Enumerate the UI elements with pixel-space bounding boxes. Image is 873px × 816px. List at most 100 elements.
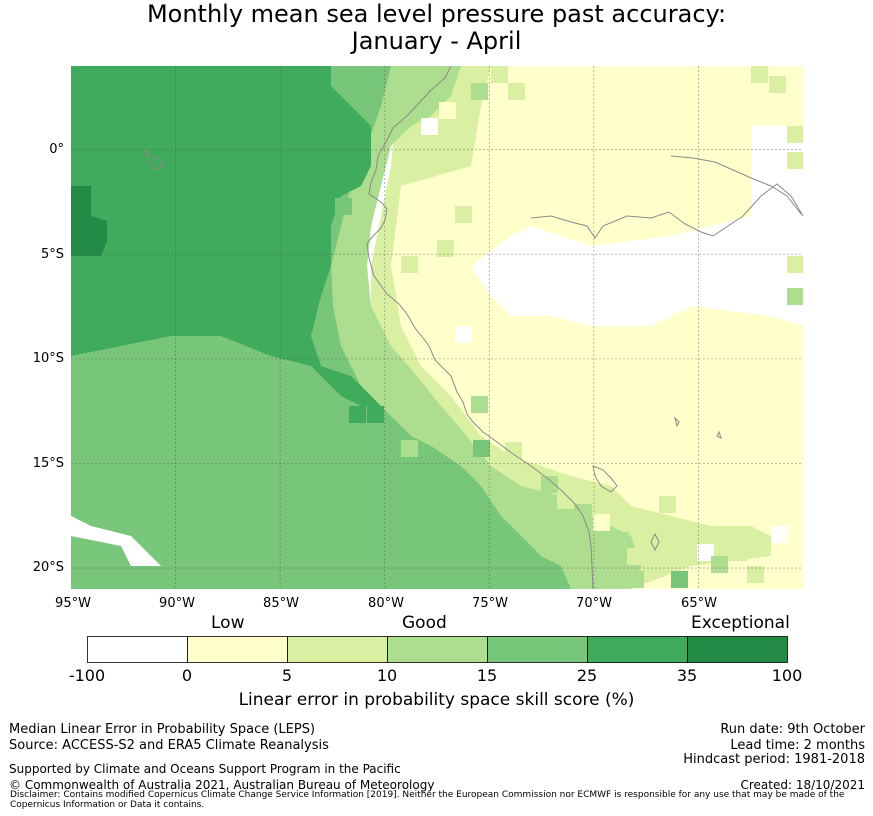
footer-method: Median Linear Error in Probability Space… (9, 722, 316, 737)
tick-label-10: 10 (376, 666, 398, 685)
skill-cell (769, 76, 786, 93)
lon-label-90w: 90°W (159, 596, 195, 611)
skill-cell (627, 571, 644, 588)
skill-cell (367, 436, 384, 453)
created-date: Created: 18/10/2021 (740, 778, 865, 792)
skill-cell (421, 188, 438, 205)
skill-cell (787, 256, 803, 273)
category-low: Low (211, 613, 245, 633)
amazon-river (530, 183, 803, 239)
lon-label-80w: 80°W (368, 596, 404, 611)
colorbar (87, 636, 788, 663)
lat-label-10s: 10°S (32, 351, 64, 366)
skill-cell (401, 440, 418, 457)
skill-cell (787, 152, 803, 169)
colorbar-segment (287, 636, 388, 663)
small-lakes (650, 416, 722, 552)
skill-zones (71, 66, 803, 589)
skill-cell (611, 532, 628, 549)
lat-label-20s: 20°S (32, 560, 64, 575)
skill-cell (335, 198, 352, 215)
colorbar-segment (587, 636, 688, 663)
tick-label-15: 15 (476, 666, 498, 685)
skill-cell (593, 514, 610, 531)
skill-cell (627, 548, 644, 565)
skill-cell (751, 66, 768, 83)
chart-title-line2: January - April (351, 27, 522, 55)
skill-cell (439, 102, 456, 119)
skill-cell (575, 504, 592, 521)
skill-speckles (335, 66, 803, 588)
colorbar-segment (187, 636, 288, 663)
skill-cell (367, 406, 384, 423)
skill-cell (747, 566, 764, 583)
colorbar-segment (387, 636, 488, 663)
colorbar-label: Linear error in probability space skill … (238, 690, 635, 710)
tick-label-5: 5 (281, 666, 293, 685)
tick-label-35: 35 (676, 666, 698, 685)
skill-cell (491, 66, 508, 83)
skill-cell (771, 526, 788, 543)
lat-label-15s: 15°S (32, 456, 64, 471)
tick-label-100: 100 (771, 666, 803, 685)
category-exceptional: Exceptional (691, 613, 790, 633)
skill-cell (541, 476, 558, 493)
chart-title-line1: Monthly mean sea level pressure past acc… (146, 0, 727, 28)
skill-cell (421, 154, 438, 171)
lon-label-70w: 70°W (576, 596, 612, 611)
skill-cell (697, 544, 714, 561)
lon-label-65w: 65°W (681, 596, 717, 611)
skill-cell (471, 83, 488, 100)
galapagos (143, 148, 164, 171)
category-good: Good (402, 613, 447, 633)
south-america-coastline (366, 66, 594, 589)
tick-label-0: 0 (181, 666, 193, 685)
skill-cell (659, 496, 676, 513)
skill-cell (505, 442, 522, 459)
upper-river (670, 155, 802, 215)
tick-label-25: 25 (576, 666, 598, 685)
footer-support: Supported by Climate and Oceans Support … (9, 762, 401, 776)
skill-cell (471, 396, 488, 413)
skill-cell (787, 126, 803, 143)
skill-cell (349, 406, 366, 423)
skill-cell (731, 544, 748, 561)
zone-very-good (71, 66, 381, 406)
tick-label-neg100: -100 (68, 666, 106, 685)
colorbar-segment (687, 636, 788, 663)
skill-cell (401, 256, 418, 273)
skill-cell (557, 492, 574, 509)
footer-source: Source: ACCESS-S2 and ERA5 Climate Reana… (9, 738, 329, 753)
skill-cell (421, 118, 438, 135)
skill-cell (437, 240, 454, 257)
lead-time: Lead time: 2 months (730, 738, 865, 753)
lat-label-0: 0° (49, 142, 64, 157)
colorbar-segment (87, 636, 188, 663)
colorbar-segment (487, 636, 588, 663)
disclaimer: Disclaimer: Contains modified Copernicus… (10, 790, 845, 810)
skill-cell (455, 206, 472, 223)
map-gridlines (71, 66, 803, 589)
zone-exceptional (71, 186, 107, 256)
zone-low (371, 66, 803, 589)
hindcast-period: Hindcast period: 1981-2018 (683, 752, 865, 767)
footer-copyright: © Commonwealth of Australia 2021, Austra… (9, 778, 435, 792)
lon-label-75w: 75°W (472, 596, 508, 611)
skill-cell (671, 571, 688, 588)
skill-cell (559, 406, 576, 423)
skill-cell (508, 83, 525, 100)
lon-label-85w: 85°W (263, 596, 299, 611)
skill-cell (711, 556, 728, 573)
skill-cell (681, 526, 698, 543)
lake-titicaca (592, 465, 618, 493)
skill-cell (473, 440, 490, 457)
skill-cell (455, 326, 472, 343)
run-date: Run date: 9th October (720, 722, 865, 737)
coastline (143, 66, 803, 589)
skill-cell (491, 276, 508, 293)
skill-cell (733, 94, 750, 111)
skill-cell (577, 422, 594, 439)
skill-map (71, 66, 803, 589)
lon-label-95w: 95°W (55, 596, 91, 611)
skill-cell (787, 288, 803, 305)
